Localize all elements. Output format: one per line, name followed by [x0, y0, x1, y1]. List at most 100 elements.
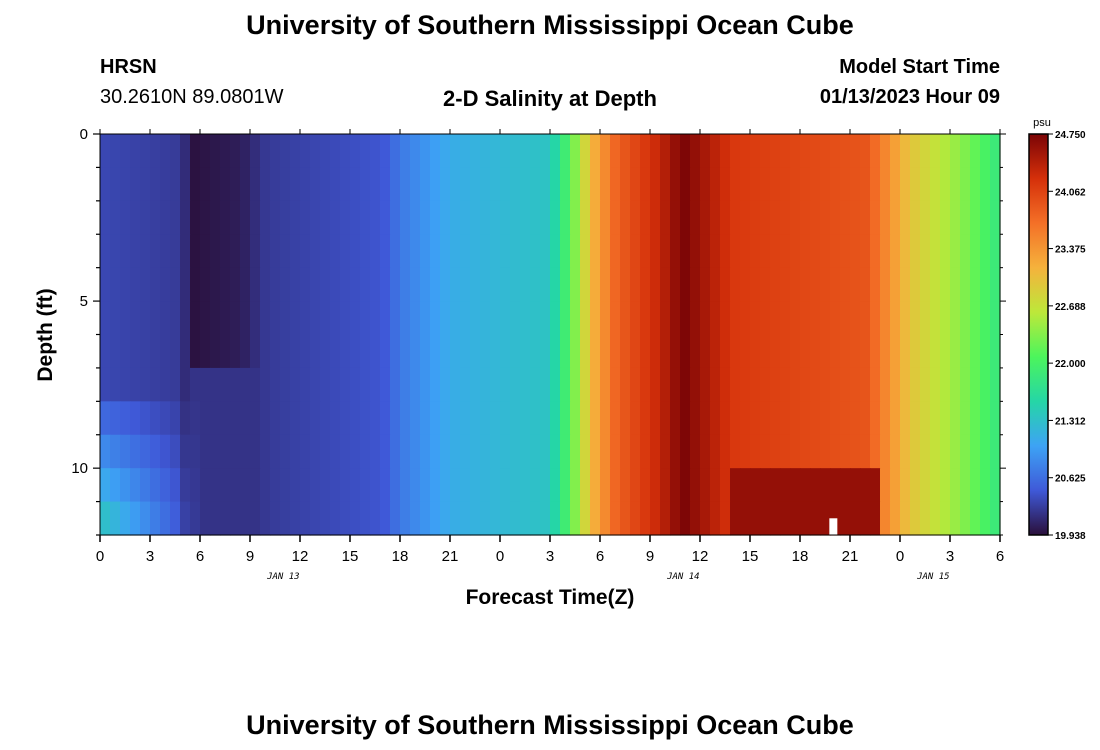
heatmap-cell	[950, 167, 961, 202]
heatmap-cell	[100, 367, 111, 402]
heatmap-cell	[300, 200, 311, 235]
heatmap-cell	[300, 401, 311, 436]
heatmap-cell	[360, 167, 371, 202]
heatmap-cell	[100, 434, 111, 469]
x-tick-label: 3	[946, 548, 954, 565]
heatmap-cell	[840, 434, 851, 469]
missing-data-marker	[829, 518, 838, 535]
heatmap-cell	[980, 334, 991, 369]
heatmap-cell	[960, 167, 971, 202]
heatmap-cell	[460, 267, 471, 302]
heatmap-cell	[750, 234, 761, 269]
heatmap-cell	[750, 301, 761, 336]
heatmap-cell	[700, 234, 711, 269]
colorbar: psu 24.750 24.062 23.375 22.688 22.000 21.312…	[1028, 117, 1086, 542]
heatmap-cell	[710, 501, 721, 536]
heatmap-cell	[570, 501, 581, 536]
heatmap-cell	[150, 501, 161, 536]
heatmap-cell	[210, 267, 221, 302]
colorbar-tick-label: 23.375	[1055, 245, 1086, 256]
heatmap-cell	[900, 167, 911, 202]
heatmap-cell	[350, 167, 361, 202]
heatmap-cell	[930, 334, 941, 369]
heatmap-cell	[630, 167, 641, 202]
heatmap-cell	[150, 301, 161, 336]
heatmap-cell	[720, 301, 731, 336]
heatmap-cell	[190, 468, 201, 503]
heatmap-cell	[280, 367, 291, 402]
heatmap-cell	[860, 234, 871, 269]
heatmap-cell	[230, 167, 241, 202]
heatmap-cell	[200, 134, 211, 169]
heatmap-cell	[440, 367, 451, 402]
heatmap-cell	[610, 401, 621, 436]
heatmap-cell	[480, 434, 491, 469]
heatmap-cell	[400, 334, 411, 369]
heatmap-cell	[890, 134, 901, 169]
heatmap-cell	[730, 267, 741, 302]
heatmap-cell	[550, 468, 561, 503]
heatmap-cell	[210, 200, 221, 235]
heatmap-cell	[370, 167, 381, 202]
heatmap-cell	[240, 134, 251, 169]
heatmap-cell	[190, 367, 201, 402]
x-tick-label: 0	[496, 548, 504, 565]
heatmap-cell	[920, 200, 931, 235]
heatmap-cell	[190, 434, 201, 469]
heatmap-cell	[850, 234, 861, 269]
heatmap-cell	[660, 434, 671, 469]
heatmap-cell	[950, 434, 961, 469]
heatmap-cell	[300, 468, 311, 503]
heatmap-cell	[480, 334, 491, 369]
heatmap-cell	[500, 334, 511, 369]
heatmap-cell	[680, 267, 691, 302]
heatmap-cell	[210, 501, 221, 536]
heatmap-cell	[190, 334, 201, 369]
heatmap-cell	[540, 167, 551, 202]
heatmap-cell	[470, 267, 481, 302]
heatmap-cell	[210, 468, 221, 503]
heatmap-cell	[640, 234, 651, 269]
heatmap-cell	[270, 267, 281, 302]
heatmap-cell	[870, 267, 881, 302]
heatmap-cell	[230, 134, 241, 169]
heatmap-cell	[680, 367, 691, 402]
heatmap-cell	[880, 468, 891, 503]
heatmap-cell	[510, 468, 521, 503]
heatmap-cell	[260, 234, 271, 269]
heatmap-cell	[250, 234, 261, 269]
heatmap-cell	[620, 401, 631, 436]
heatmap-cell	[120, 301, 131, 336]
heatmap-cell	[450, 234, 461, 269]
heatmap-cell	[660, 401, 671, 436]
heatmap-cell	[240, 434, 251, 469]
heatmap-cell	[630, 234, 641, 269]
heatmap-cell	[160, 367, 171, 402]
heatmap-cell	[480, 401, 491, 436]
heatmap-cell	[300, 301, 311, 336]
colorbar-tick-label: 22.688	[1055, 302, 1086, 313]
heatmap-cell	[920, 401, 931, 436]
heatmap-cell	[870, 200, 881, 235]
heatmap-cell	[580, 234, 591, 269]
heatmap-cell	[870, 301, 881, 336]
heatmap-cell	[220, 367, 231, 402]
heatmap-cell	[170, 501, 181, 536]
heatmap-cell	[120, 334, 131, 369]
heatmap-cell	[530, 367, 541, 402]
heatmap-cell	[710, 367, 721, 402]
heatmap-cell	[420, 267, 431, 302]
heatmap-cell	[560, 167, 571, 202]
heatmap-cell	[520, 401, 531, 436]
heatmap-cell	[740, 367, 751, 402]
heatmap-cell	[930, 501, 941, 536]
heatmap-cell	[980, 367, 991, 402]
heatmap-cell	[870, 367, 881, 402]
heatmap-cell	[530, 401, 541, 436]
heatmap-cell	[860, 468, 871, 503]
heatmap-cell	[460, 434, 471, 469]
heatmap-cell	[110, 401, 121, 436]
heatmap-cell	[270, 234, 281, 269]
colorbar-scale	[1028, 133, 1049, 536]
heatmap-cell	[390, 468, 401, 503]
